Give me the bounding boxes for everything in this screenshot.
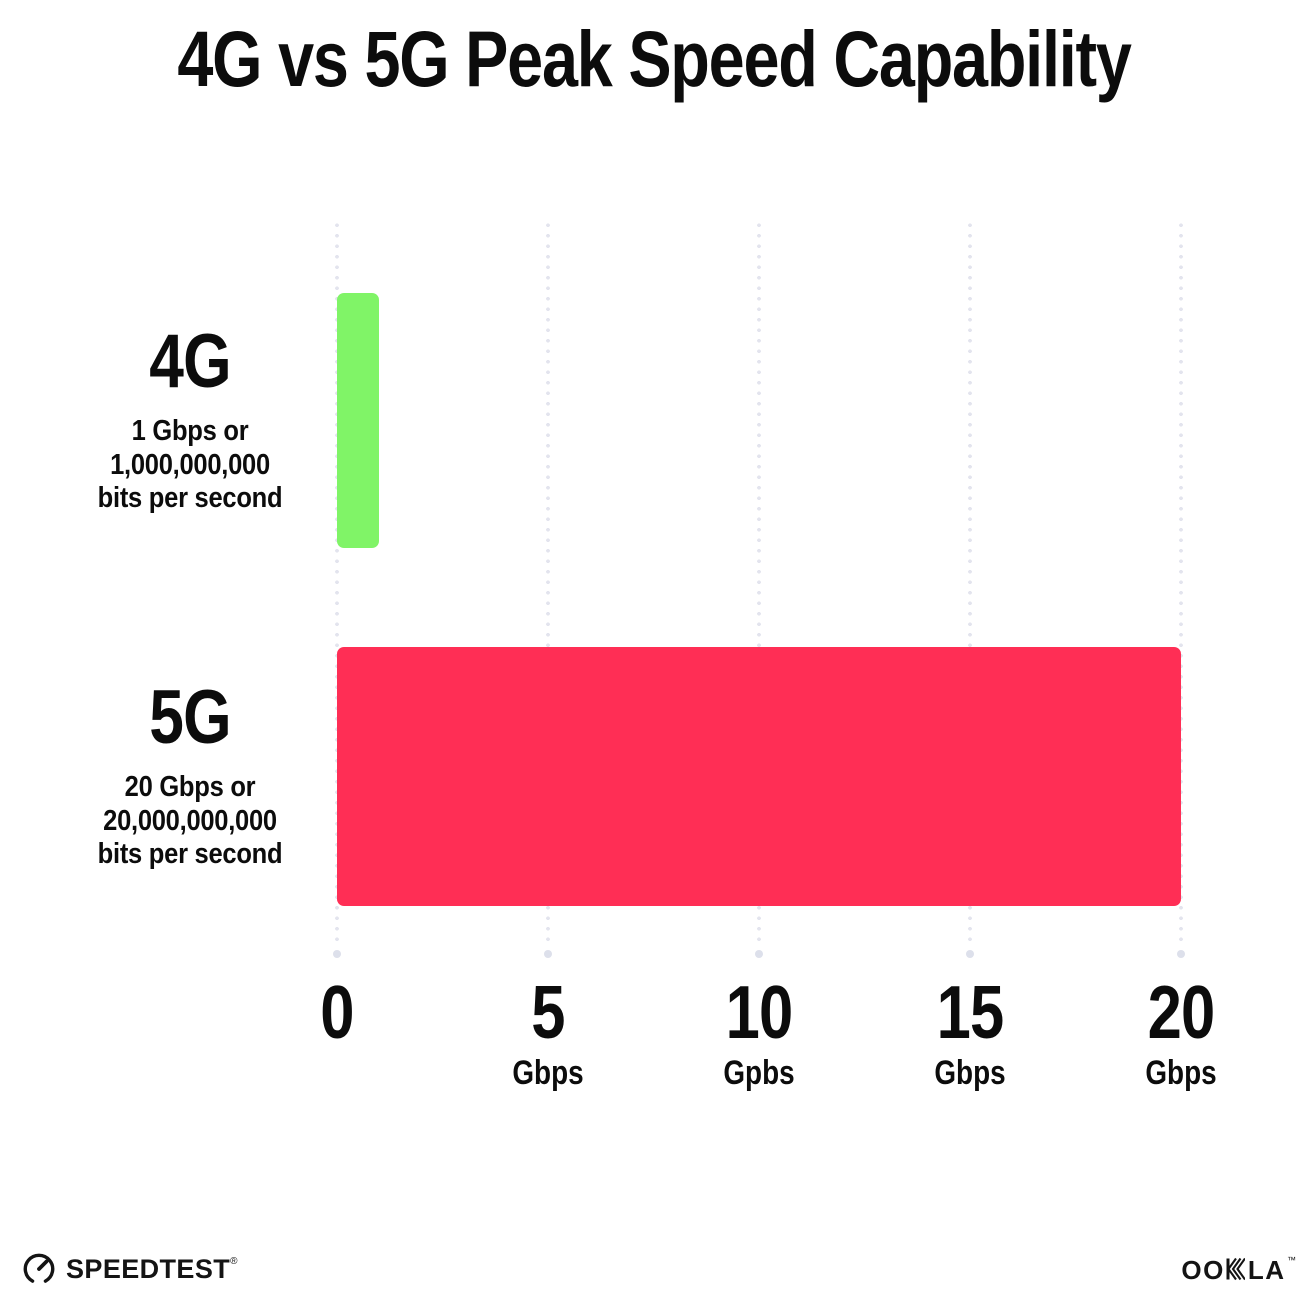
x-tick-value: 20 xyxy=(1147,970,1216,1054)
x-tick-unit: Gbps xyxy=(1145,1054,1217,1092)
gridline-10 xyxy=(755,220,763,958)
category-label-4g: 4G xyxy=(149,319,231,404)
ookla-wordmark-oo: OO xyxy=(1181,1255,1225,1285)
x-tick-5: 5 Gbps xyxy=(438,970,658,1092)
gridline-0 xyxy=(333,220,341,958)
speedometer-gauge-icon xyxy=(23,1253,55,1283)
x-tick-value: 15 xyxy=(936,970,1005,1054)
gridline-5 xyxy=(544,220,552,958)
gridline-15 xyxy=(966,220,974,958)
plot-area xyxy=(333,220,1185,958)
ookla-logo: OO LA ™ xyxy=(1181,1254,1296,1286)
x-tick-unit: Gpbs xyxy=(723,1054,795,1092)
speedtest-logo: SPEEDTEST® xyxy=(22,1250,238,1288)
category-sublabel: 1 Gbps or 1,000,000,000 bits per second xyxy=(20,415,360,516)
ookla-wordmark-la: LA xyxy=(1247,1255,1286,1285)
chart-title: 4G vs 5G Peak Speed Capability xyxy=(177,14,1131,103)
ookla-hatched-k-icon xyxy=(1226,1257,1246,1281)
x-tick-20: 20 Gbps xyxy=(1071,970,1291,1092)
x-tick-0: 0 xyxy=(227,970,447,1054)
gridline-20 xyxy=(1177,220,1185,958)
category-sublabel-line: bits per second xyxy=(97,838,283,870)
x-tick-10: 10 Gpbs xyxy=(649,970,869,1092)
category-sublabel-line: 20,000,000,000 xyxy=(103,804,277,837)
bar-5g xyxy=(337,647,1181,906)
category-sublabel-line: 1,000,000,000 xyxy=(110,448,270,481)
category-label-5g: 5G xyxy=(149,675,231,760)
category-sublabel: 20 Gbps or 20,000,000,000 bits per second xyxy=(20,771,360,872)
registered-trademark-mark: ® xyxy=(230,1255,238,1267)
category-sublabel-line: 20 Gbps or xyxy=(124,771,256,803)
x-tick-15: 15 Gbps xyxy=(860,970,1080,1092)
bar-4g xyxy=(337,293,380,548)
x-tick-value: 10 xyxy=(725,970,794,1054)
x-tick-unit: Gbps xyxy=(934,1054,1006,1092)
x-tick-value: 5 xyxy=(531,970,565,1054)
row-label-5g: 5G 20 Gbps or 20,000,000,000 bits per secon… xyxy=(20,675,360,872)
trademark-mark: ™ xyxy=(1287,1255,1296,1265)
row-label-4g: 4G 1 Gbps or 1,000,000,000 bits per second xyxy=(20,319,360,516)
speedtest-wordmark: SPEEDTEST® xyxy=(66,1253,238,1284)
category-sublabel-line: bits per second xyxy=(97,482,283,514)
category-sublabel-line: 1 Gbps or xyxy=(131,415,249,447)
x-tick-value: 0 xyxy=(320,970,354,1054)
x-tick-unit: Gbps xyxy=(512,1054,584,1092)
